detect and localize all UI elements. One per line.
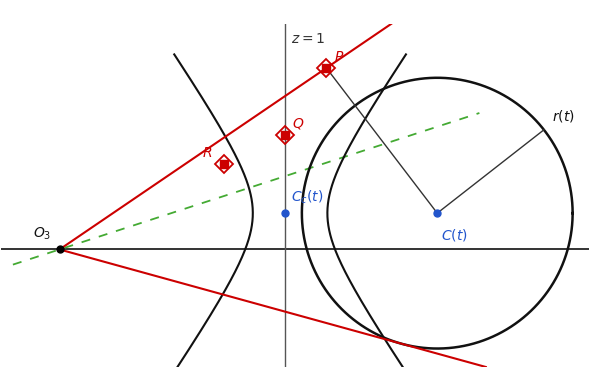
Text: $C_c(t)$: $C_c(t)$ bbox=[291, 189, 323, 206]
Text: $r(t)$: $r(t)$ bbox=[552, 108, 575, 124]
Text: $P$: $P$ bbox=[335, 50, 345, 64]
Text: $z=1$: $z=1$ bbox=[291, 32, 325, 46]
Text: $C(t)$: $C(t)$ bbox=[441, 227, 468, 243]
Text: $R$: $R$ bbox=[202, 146, 212, 160]
Text: $O_3$: $O_3$ bbox=[34, 225, 52, 242]
Text: $Q$: $Q$ bbox=[292, 116, 304, 131]
